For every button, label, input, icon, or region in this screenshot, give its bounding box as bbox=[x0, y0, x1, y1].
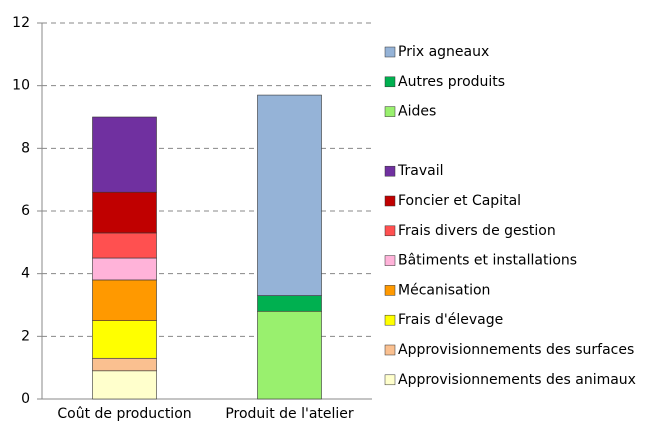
legend-swatch bbox=[384, 46, 396, 58]
y-tick-label: 10 bbox=[12, 78, 30, 94]
bar-segment bbox=[92, 357, 157, 372]
y-tick-label: 4 bbox=[21, 266, 30, 282]
bar-segment bbox=[92, 279, 157, 321]
legend-label: Bâtiments et installations bbox=[398, 253, 577, 269]
bar-segment bbox=[92, 116, 157, 193]
y-tick-label: 8 bbox=[21, 140, 30, 156]
legend-label: Mécanisation bbox=[398, 282, 490, 298]
legend-label: Prix agneaux bbox=[398, 44, 489, 60]
bar-segment bbox=[92, 257, 157, 281]
x-tick-label: Produit de l'atelier bbox=[225, 406, 354, 422]
x-tick-label: Coût de production bbox=[57, 406, 191, 422]
bar-segment bbox=[257, 295, 322, 312]
y-tick-label: 12 bbox=[12, 15, 30, 31]
legend-swatch bbox=[384, 76, 396, 88]
y-tick-label: 0 bbox=[21, 391, 30, 407]
legend-label: Approvisionnements des surfaces bbox=[398, 342, 634, 358]
bar-segment bbox=[257, 94, 322, 296]
bar-segment bbox=[92, 320, 157, 359]
legend-swatch bbox=[384, 165, 396, 177]
y-tick-label: 6 bbox=[21, 203, 30, 219]
y-tick-label: 2 bbox=[21, 328, 30, 344]
bar-segment bbox=[257, 310, 322, 400]
legend-label: Approvisionnements des animaux bbox=[398, 372, 636, 388]
legend-swatch bbox=[384, 106, 396, 117]
legend-swatch bbox=[384, 195, 396, 207]
bar-segment bbox=[92, 370, 157, 400]
legend-label: Frais d'élevage bbox=[398, 312, 503, 328]
bar-segment bbox=[92, 232, 157, 259]
legend-swatch bbox=[384, 255, 396, 266]
legend-swatch bbox=[384, 314, 396, 326]
bar-segment bbox=[92, 191, 157, 234]
legend-label: Aides bbox=[398, 104, 436, 120]
legend-swatch bbox=[384, 344, 396, 356]
legend-swatch bbox=[384, 285, 396, 296]
legend-label: Frais divers de gestion bbox=[398, 223, 556, 239]
legend-swatch bbox=[384, 374, 396, 386]
legend-label: Autres produits bbox=[398, 74, 505, 90]
legend-swatch bbox=[384, 225, 396, 237]
legend-label: Travail bbox=[397, 163, 443, 179]
legend-label: Foncier et Capital bbox=[398, 193, 521, 209]
